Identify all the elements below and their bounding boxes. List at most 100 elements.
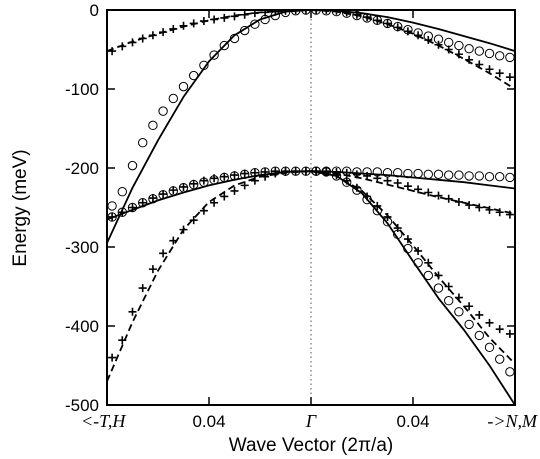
series-14-cross-36 — [475, 310, 484, 319]
series-11-cross-13 — [240, 10, 249, 19]
series-14-cross-7 — [179, 225, 188, 234]
series-13-cross-26 — [373, 174, 382, 183]
series-10-circle-14 — [250, 19, 260, 29]
series-13-cross-7 — [179, 182, 188, 191]
series-13-cross-29 — [403, 182, 412, 191]
series-13-cross-36 — [475, 203, 484, 212]
series-10-circle-33 — [444, 37, 454, 48]
y-tick-label-0: 0 — [90, 1, 99, 20]
series-11-cross-5 — [159, 28, 168, 37]
series-14-cross-22 — [332, 171, 341, 180]
series-11-cross-16 — [271, 10, 280, 16]
series-14-cross-21 — [322, 167, 331, 176]
series-11-cross-15 — [261, 10, 270, 17]
series-13-cross-10 — [210, 174, 219, 183]
series-15-circle-3 — [342, 177, 352, 187]
series-10-circle-11 — [219, 40, 230, 51]
series-10-circle-39 — [505, 52, 515, 63]
series-15-circle-7 — [382, 217, 393, 227]
series-10-circle-17 — [280, 10, 291, 18]
series-11-cross-8 — [189, 19, 198, 28]
series-11-cross-23 — [342, 10, 351, 17]
series-11-cross-30 — [414, 31, 423, 40]
series-15-circle-0 — [311, 166, 321, 176]
y-tick-label-3: -300 — [65, 238, 99, 257]
series-13-cross-28 — [393, 179, 402, 188]
series-11-cross-22 — [332, 10, 341, 15]
x-tick-label-3: 0.04 — [396, 412, 429, 431]
series-13-cross-24 — [352, 170, 361, 179]
series-10-circle-22 — [331, 10, 342, 17]
series-12-circle-36 — [474, 171, 484, 181]
series-10-circle-9 — [199, 60, 209, 71]
x-tick-label-0: <-T,H — [81, 411, 126, 431]
series-14-cross-26 — [373, 201, 382, 210]
series-11-cross-38 — [495, 69, 504, 78]
series-13-cross-4 — [148, 194, 157, 203]
series-15-circle-12 — [433, 283, 444, 293]
series-14-cross-4 — [148, 265, 157, 274]
series-11-cross-36 — [475, 60, 484, 69]
series-13-cross-33 — [444, 194, 453, 203]
series-11-cross-21 — [322, 10, 331, 14]
series-11-cross-11 — [220, 13, 229, 22]
series-14-cross-34 — [454, 293, 463, 302]
series-14-cross-20 — [312, 167, 321, 176]
series-11-cross-1 — [118, 42, 127, 51]
series-14-cross-32 — [434, 271, 443, 280]
series-10-circle-2 — [127, 160, 138, 171]
series-13-cross-31 — [424, 188, 433, 197]
series-14-cross-31 — [424, 258, 433, 267]
series-11-cross-7 — [179, 21, 188, 30]
series-14-cross-17 — [281, 167, 290, 176]
series-13-cross-12 — [230, 171, 239, 180]
series-13-cross-34 — [454, 197, 463, 206]
series-10-circle-26 — [372, 15, 382, 25]
y-tick-label-2: -200 — [65, 159, 99, 178]
series-13-cross-11 — [220, 172, 229, 181]
series-13-cross-30 — [414, 185, 423, 194]
series-11-cross-20 — [312, 10, 321, 14]
series-12-circle-31 — [423, 169, 433, 180]
series-10-circle-36 — [474, 46, 484, 56]
series-11-cross-19 — [301, 10, 310, 14]
series-11-cross-2 — [128, 38, 137, 47]
x-axis-title: Wave Vector (2π/a) — [229, 435, 393, 456]
series-15-circle-16 — [474, 330, 484, 341]
y-tick-label-1: -100 — [65, 80, 99, 99]
series-14-cross-8 — [189, 216, 198, 225]
series-10-circle-37 — [484, 48, 495, 59]
series-13-cross-35 — [465, 201, 474, 210]
series-11-cross-12 — [230, 12, 239, 21]
series-14-cross-24 — [352, 183, 361, 192]
series-15-circle-10 — [413, 258, 423, 268]
series-14-cross-16 — [271, 169, 280, 178]
series-13-cross-8 — [189, 179, 198, 188]
series-10-circle-6 — [168, 93, 179, 104]
series-12-circle-3 — [138, 198, 148, 208]
series-15-circle-14 — [454, 307, 464, 317]
series-15-circle-6 — [372, 205, 382, 216]
series-14-cross-14 — [250, 176, 259, 185]
labels-layer: 0 -100 -200 -300 -400 -500<-T,H 0.04 Γ 0.04 ->N,M — [65, 1, 538, 431]
series-11-cross-24 — [352, 10, 361, 19]
series-12-circle-18 — [291, 166, 301, 176]
series-15-circle-13 — [444, 296, 454, 306]
series-11-cross-9 — [199, 17, 208, 26]
series-15-circle-8 — [393, 229, 403, 240]
series-11-cross-3 — [138, 34, 147, 43]
series-10-circle-19 — [301, 10, 311, 15]
series-10-circle-0 — [107, 201, 117, 211]
series-13-cross-9 — [199, 176, 208, 185]
series-14-cross-1 — [118, 336, 127, 345]
series-13-cross-2 — [128, 203, 137, 212]
series-10-circle-10 — [209, 50, 219, 60]
x-tick-label-1: 0.04 — [192, 412, 225, 431]
series-11-cross-26 — [373, 16, 382, 25]
series-14-cross-29 — [403, 235, 412, 244]
series-13-cross-37 — [485, 205, 494, 214]
series-11-cross-33 — [444, 45, 453, 54]
series-15-circle-11 — [423, 270, 433, 281]
series-12-circle-29 — [403, 168, 413, 179]
series-14-cross-30 — [414, 246, 423, 255]
